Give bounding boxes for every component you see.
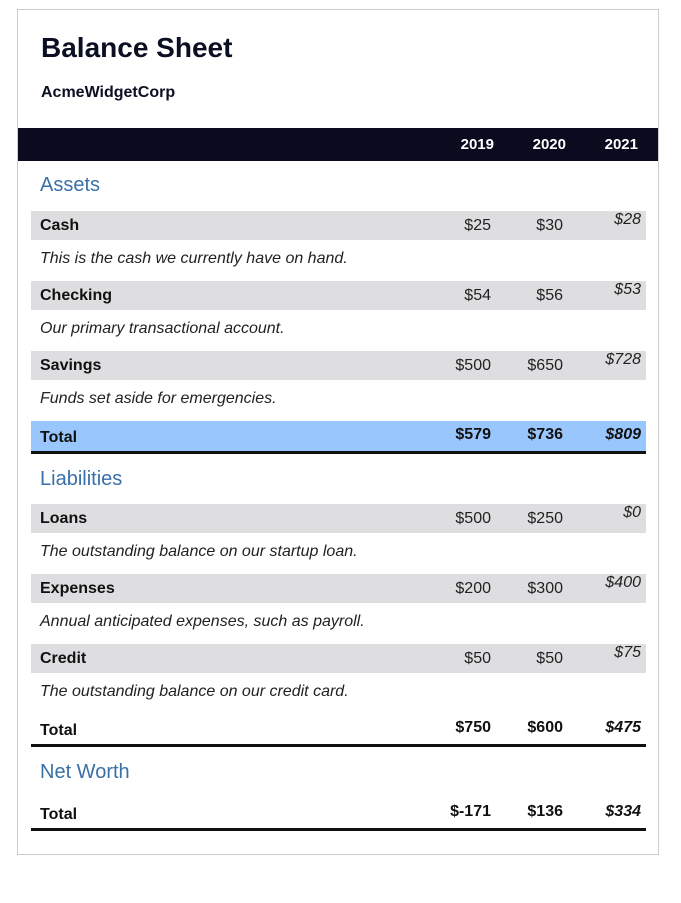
year-header-2019: 2019 bbox=[460, 136, 494, 153]
value-2021: $728 bbox=[605, 351, 641, 368]
section-heading-assets: Assets bbox=[40, 174, 101, 196]
total-2021: $334 bbox=[605, 803, 641, 820]
value-2019: $54 bbox=[464, 287, 491, 304]
value-2021: $400 bbox=[605, 574, 641, 591]
row-label: Cash bbox=[40, 217, 80, 234]
value-2019: $200 bbox=[455, 580, 491, 597]
row-label: Loans bbox=[40, 510, 88, 527]
total-2019: $579 bbox=[455, 426, 491, 443]
table-row-savings: Savings $500 $650 $728 bbox=[31, 351, 646, 380]
total-2019: $-171 bbox=[450, 803, 491, 820]
total-2020: $136 bbox=[527, 803, 563, 820]
table-row-checking: Checking $54 $56 $53 bbox=[31, 281, 646, 310]
row-label: Total bbox=[40, 722, 78, 739]
double-rule bbox=[31, 451, 646, 454]
row-label: Checking bbox=[40, 287, 113, 304]
value-2020: $56 bbox=[536, 287, 563, 304]
total-2021: $809 bbox=[605, 426, 641, 443]
value-2020: $650 bbox=[527, 357, 563, 374]
value-2019: $50 bbox=[464, 650, 491, 667]
value-2021: $53 bbox=[614, 281, 641, 298]
year-header-2021: 2021 bbox=[604, 136, 638, 153]
total-2020: $600 bbox=[527, 719, 563, 736]
value-2019: $500 bbox=[455, 357, 491, 374]
company-name: AcmeWidgetCorp bbox=[41, 84, 176, 101]
value-2020: $300 bbox=[527, 580, 563, 597]
total-2019: $750 bbox=[455, 719, 491, 736]
section-heading-net-worth: Net Worth bbox=[40, 761, 130, 783]
table-row-loans: Loans $500 $250 $0 bbox=[31, 504, 646, 533]
table-row-expenses: Expenses $200 $300 $400 bbox=[31, 574, 646, 603]
total-2021: $475 bbox=[605, 719, 641, 736]
table-row-net-worth-total: Total $-171 $136 $334 bbox=[31, 798, 646, 829]
row-description: The outstanding balance on our startup l… bbox=[40, 543, 358, 560]
value-2019: $25 bbox=[464, 217, 491, 234]
page-title: Balance Sheet bbox=[41, 32, 233, 63]
double-rule bbox=[31, 744, 646, 747]
value-2020: $30 bbox=[536, 217, 563, 234]
total-2020: $736 bbox=[527, 426, 563, 443]
table-row-liabilities-total: Total $750 $600 $475 bbox=[31, 714, 646, 745]
value-2021: $75 bbox=[614, 644, 641, 661]
value-2019: $500 bbox=[455, 510, 491, 527]
value-2020: $250 bbox=[527, 510, 563, 527]
value-2021: $28 bbox=[614, 211, 641, 228]
year-header-2020: 2020 bbox=[532, 136, 566, 153]
table-row-assets-total: Total $579 $736 $809 bbox=[31, 421, 646, 452]
value-2020: $50 bbox=[536, 650, 563, 667]
row-description: Funds set aside for emergencies. bbox=[40, 390, 277, 407]
row-label: Credit bbox=[40, 650, 87, 667]
row-label: Total bbox=[40, 429, 78, 446]
row-label: Total bbox=[40, 806, 78, 823]
year-header-bar: 2019 2020 2021 bbox=[18, 128, 658, 161]
value-2021: $0 bbox=[623, 504, 641, 521]
row-label: Savings bbox=[40, 357, 102, 374]
balance-sheet: Balance Sheet AcmeWidgetCorp 2019 2020 2… bbox=[17, 9, 659, 855]
table-row-cash: Cash $25 $30 $28 bbox=[31, 211, 646, 240]
section-heading-liabilities: Liabilities bbox=[40, 468, 123, 490]
double-rule bbox=[31, 828, 646, 831]
row-description: Our primary transactional account. bbox=[40, 320, 285, 337]
row-description: The outstanding balance on our credit ca… bbox=[40, 683, 349, 700]
row-label: Expenses bbox=[40, 580, 115, 597]
row-description: This is the cash we currently have on ha… bbox=[40, 250, 348, 267]
table-row-credit: Credit $50 $50 $75 bbox=[31, 644, 646, 673]
row-description: Annual anticipated expenses, such as pay… bbox=[40, 613, 365, 630]
